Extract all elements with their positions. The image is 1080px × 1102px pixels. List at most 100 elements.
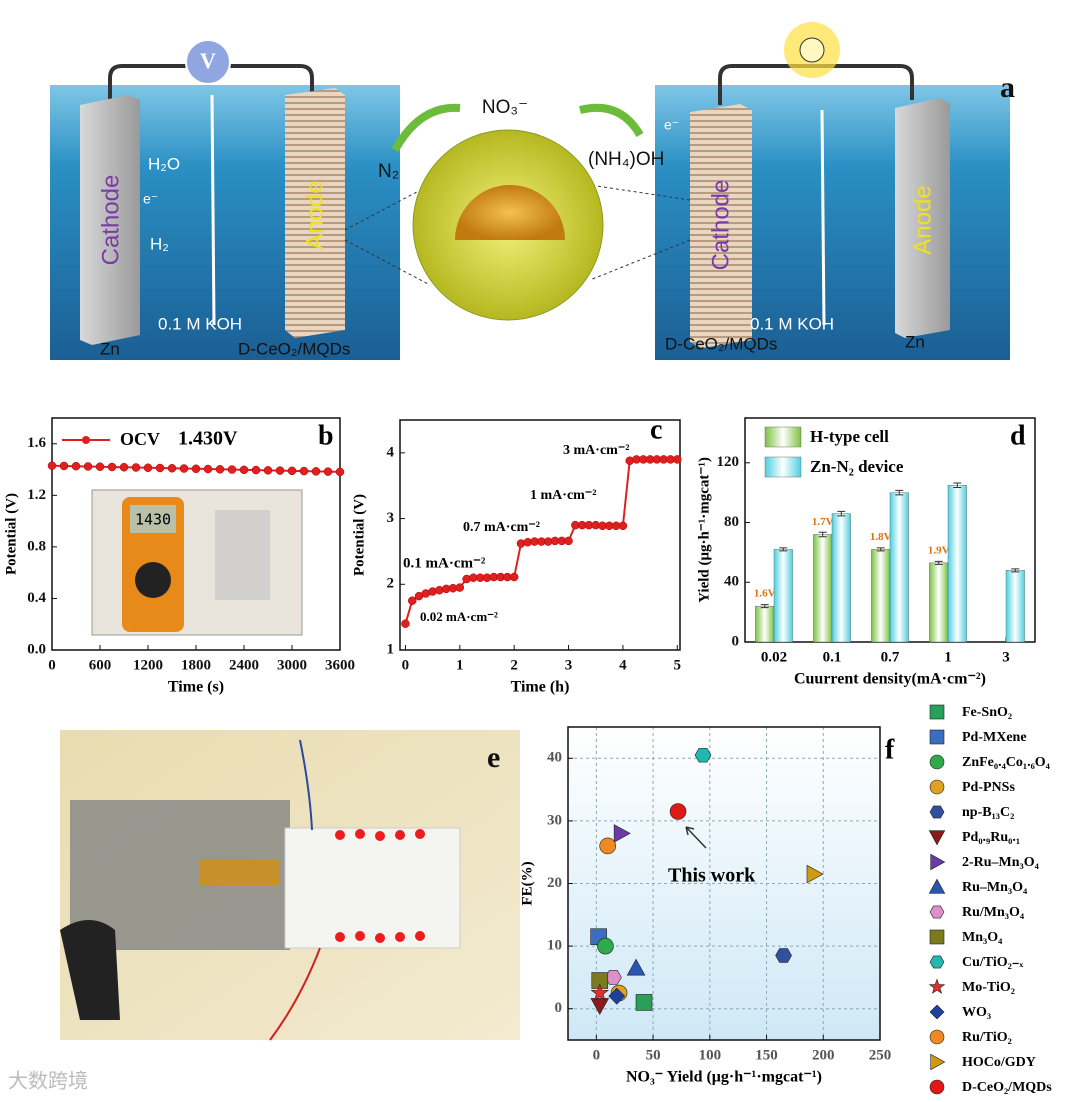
y-tick-label: 0 bbox=[555, 1000, 563, 1016]
point bbox=[239, 465, 249, 475]
legend-marker bbox=[929, 754, 945, 770]
leds bbox=[335, 829, 425, 943]
legend-swatch bbox=[764, 426, 802, 448]
legend-marker bbox=[928, 978, 946, 994]
membrane bbox=[210, 94, 216, 326]
y-tick-label: 4 bbox=[387, 444, 395, 460]
x-tick-label: 2400 bbox=[229, 657, 259, 673]
catalyst-label: D-CeO₂/MQDs bbox=[665, 334, 777, 353]
point bbox=[95, 462, 105, 471]
y-tick-label: 0.8 bbox=[27, 538, 46, 554]
bar-annotation: 1.9V bbox=[928, 544, 950, 556]
point bbox=[455, 583, 465, 592]
point bbox=[203, 464, 213, 474]
point bbox=[509, 572, 519, 582]
membrane bbox=[820, 109, 826, 326]
h2o-label: H₂O bbox=[148, 154, 180, 173]
bar bbox=[813, 534, 833, 643]
point bbox=[167, 464, 177, 473]
annotation: 1.430V bbox=[178, 428, 238, 450]
legend-label: 2-Ru–Mn₃O₄ bbox=[962, 855, 1040, 870]
anode-slab bbox=[895, 98, 950, 338]
x-axis-label: NO₃⁻ Yield (μg·h⁻¹·mgcat⁻¹) bbox=[626, 1069, 822, 1086]
legend-label: WO₃ bbox=[962, 1005, 991, 1020]
error-bar bbox=[760, 604, 769, 609]
x-tick-label: 150 bbox=[755, 1047, 778, 1063]
error-bar bbox=[779, 547, 788, 552]
bar bbox=[929, 562, 949, 643]
y-tick-label: 30 bbox=[547, 812, 562, 828]
zn-label: Zn bbox=[100, 339, 120, 358]
error-bar bbox=[953, 482, 962, 488]
legend-marker bbox=[929, 905, 945, 919]
legend-swatch bbox=[764, 456, 802, 478]
point bbox=[251, 465, 261, 475]
point bbox=[613, 824, 631, 843]
point bbox=[311, 467, 321, 476]
point bbox=[335, 467, 345, 477]
bar bbox=[755, 605, 775, 643]
x-tick-label: 0 bbox=[402, 657, 410, 673]
bar bbox=[1005, 570, 1025, 643]
plot-frame bbox=[567, 726, 881, 1041]
point bbox=[299, 466, 309, 476]
electrolyte-label: 0.1 M KOH bbox=[750, 314, 834, 333]
panel-letter: f bbox=[885, 734, 895, 765]
plot-frame bbox=[51, 417, 341, 651]
x-tick-label: 3 bbox=[1002, 649, 1010, 665]
point bbox=[59, 461, 69, 471]
nh4oh-label: (NH₄)OH bbox=[588, 149, 664, 170]
y-tick-label: 0 bbox=[732, 633, 740, 649]
multimeter-dial bbox=[135, 562, 171, 598]
point bbox=[673, 455, 682, 464]
x-tick-label: 0 bbox=[593, 1047, 601, 1063]
point bbox=[71, 461, 81, 471]
legend-marker bbox=[930, 1053, 946, 1071]
voltmeter-label: V bbox=[200, 48, 216, 73]
y-tick-label: 10 bbox=[547, 938, 562, 954]
point bbox=[275, 466, 285, 475]
breadboard bbox=[284, 827, 461, 949]
x-tick-label: 1 bbox=[456, 657, 464, 673]
legend-label: Fe-SnO₂ bbox=[962, 705, 1012, 720]
electrolyte-label: 0.1 M KOH bbox=[158, 314, 242, 333]
point bbox=[155, 463, 165, 473]
legend-marker bbox=[929, 704, 945, 720]
annotation-arrow bbox=[685, 826, 707, 849]
anode-label: Anode bbox=[301, 180, 328, 249]
point bbox=[227, 465, 237, 474]
legend-label: HOCo/GDY bbox=[962, 1055, 1036, 1070]
point bbox=[131, 463, 141, 472]
panel-a: V Cathode Anode H₂O e⁻ H₂ 0.1 M KOH Zn D… bbox=[50, 22, 1015, 360]
x-tick-label: 50 bbox=[646, 1047, 661, 1063]
legend-marker bbox=[928, 830, 946, 846]
legend-label: Pd-PNSs bbox=[962, 780, 1015, 795]
point bbox=[564, 536, 573, 546]
y-tick-label: 1 bbox=[387, 641, 395, 657]
legend-marker bbox=[930, 853, 946, 871]
y-axis-label: Potential (V) bbox=[351, 494, 367, 576]
n2-label: N₂ bbox=[378, 161, 399, 182]
watermark: 大数跨境 bbox=[8, 1069, 88, 1092]
legend-label: H-type cell bbox=[810, 427, 889, 446]
panel-letter: e bbox=[487, 741, 500, 774]
panel-letter: d bbox=[1010, 420, 1026, 451]
core bbox=[455, 185, 565, 240]
clip bbox=[60, 920, 120, 1020]
annotation: 0.7 mA·cm⁻² bbox=[463, 520, 540, 535]
legend-marker bbox=[929, 779, 945, 795]
guide bbox=[344, 184, 431, 231]
point bbox=[287, 466, 297, 476]
x-tick-label: 0 bbox=[48, 657, 56, 673]
y-axis-label: FE(%) bbox=[519, 861, 535, 905]
legend-label: Pd-MXene bbox=[962, 730, 1027, 745]
legend-label: OCV bbox=[120, 429, 160, 449]
legend-label: Zn-N₂ device bbox=[810, 457, 904, 476]
error-bar bbox=[818, 531, 827, 538]
y-tick-label: 80 bbox=[724, 514, 739, 530]
electron-label: e⁻ bbox=[664, 117, 679, 133]
electron-label: e⁻ bbox=[143, 191, 158, 207]
legend-marker bbox=[928, 878, 946, 894]
point bbox=[119, 462, 129, 472]
